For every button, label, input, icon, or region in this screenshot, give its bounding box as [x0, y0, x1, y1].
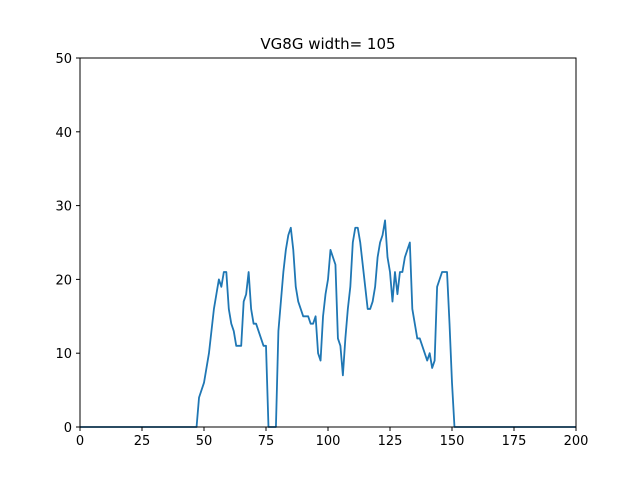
x-tick-label: 175 — [502, 434, 527, 449]
y-tick-label: 40 — [55, 126, 72, 141]
series-line-0 — [80, 219, 576, 428]
x-tick-label: 200 — [564, 434, 589, 449]
x-tick-label: 75 — [258, 434, 275, 449]
x-axis: 0 25 50 75 100 125 150 175 200 — [76, 427, 589, 449]
x-tick-label: 50 — [196, 434, 213, 449]
y-tick-label: 0 — [64, 421, 72, 436]
y-tick-label: 30 — [55, 200, 72, 215]
x-tick-label: 0 — [76, 434, 84, 449]
y-tick-label: 50 — [55, 52, 72, 67]
y-tick-label: 10 — [55, 347, 72, 362]
y-tick-label: 20 — [55, 273, 72, 288]
plot-area — [80, 219, 576, 428]
x-tick-label: 25 — [134, 434, 151, 449]
chart-title: VG8G width= 105 — [260, 35, 395, 53]
x-tick-label: 125 — [378, 434, 403, 449]
x-tick-label: 100 — [316, 434, 341, 449]
y-axis: 0 10 20 30 40 50 — [55, 52, 80, 436]
x-tick-label: 150 — [440, 434, 465, 449]
